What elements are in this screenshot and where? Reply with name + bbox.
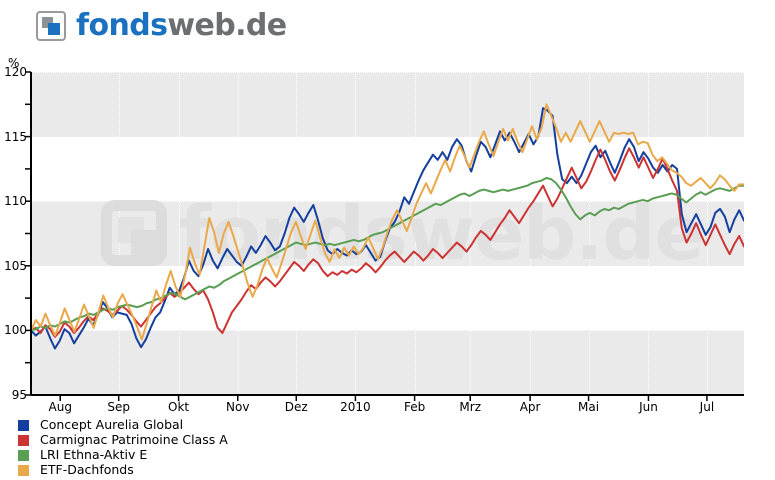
brand-wordmark: fondsweb.de [76,8,287,44]
h-gridline [31,265,744,267]
y-axis-tick-labels: 95 100 105 110 115 120 [0,52,27,422]
h-gridline [31,136,744,138]
y-tick-label: 100 [4,323,27,338]
v-gridline [238,72,240,395]
series-lines [31,103,744,350]
x-tick-label: Mrz [459,400,481,414]
chart-legend: Concept Aurelia Global Carmignac Patrimoi… [0,418,775,480]
h-gridline [31,330,744,332]
x-tick-label: Mai [578,400,600,414]
x-tick-label: Feb [403,400,426,414]
y-band [31,72,744,137]
series-line [31,103,744,341]
fondsweb-logo-icon [36,11,66,41]
x-tick-label: Dez [284,400,308,414]
h-gridline [31,72,744,73]
y-tick-label: 110 [4,194,27,209]
h-gridline [31,201,744,203]
x-tick-label: Sep [107,400,130,414]
y-band [31,330,744,395]
v-gridline [296,72,298,395]
legend-label: ETF-Dachfonds [40,462,134,477]
v-gridline [179,72,181,395]
v-gridline [648,72,650,395]
x-tick-label: Nov [226,400,250,414]
y-tick-label: 95 [11,388,27,402]
x-tick-label: Jun [639,400,658,414]
legend-label: LRI Ethna-Aktiv E [40,447,148,462]
logo-square-front [48,23,60,35]
v-gridline [470,72,472,395]
y-axis-unit-label: % [8,56,20,70]
x-tick-label: 2010 [340,400,371,414]
v-gridline [355,72,357,395]
performance-line-chart: % fondsweb.de 95 100 105 110 115 120 Aug Sep Ok… [0,52,775,422]
v-gridline [589,72,591,395]
brand-wordmark-part1: fonds [76,8,168,43]
legend-swatch [18,450,29,461]
x-tick-label: Jul [699,400,715,414]
v-gridline [415,72,417,395]
v-gridline [530,72,532,395]
plot-area: fondsweb.de [31,72,744,395]
legend-label: Concept Aurelia Global [40,417,184,432]
series-line [31,176,744,332]
x-tick-label: Aug [48,400,72,414]
logo-square-back [42,17,53,28]
x-tick-label: Apr [519,400,541,414]
x-tick-label: Okt [168,400,190,414]
legend-swatch [18,420,29,431]
series-line [31,147,744,338]
brand-wordmark-part2: web.de [167,8,287,43]
y-tick-label: 105 [4,258,27,273]
y-tick-label: 115 [4,129,27,144]
legend-swatch [18,465,29,476]
brand-header: fondsweb.de [0,0,775,52]
y-tick-label: 120 [4,65,27,79]
legend-label: Carmignac Patrimoine Class A [40,432,228,447]
legend-swatch [18,435,29,446]
